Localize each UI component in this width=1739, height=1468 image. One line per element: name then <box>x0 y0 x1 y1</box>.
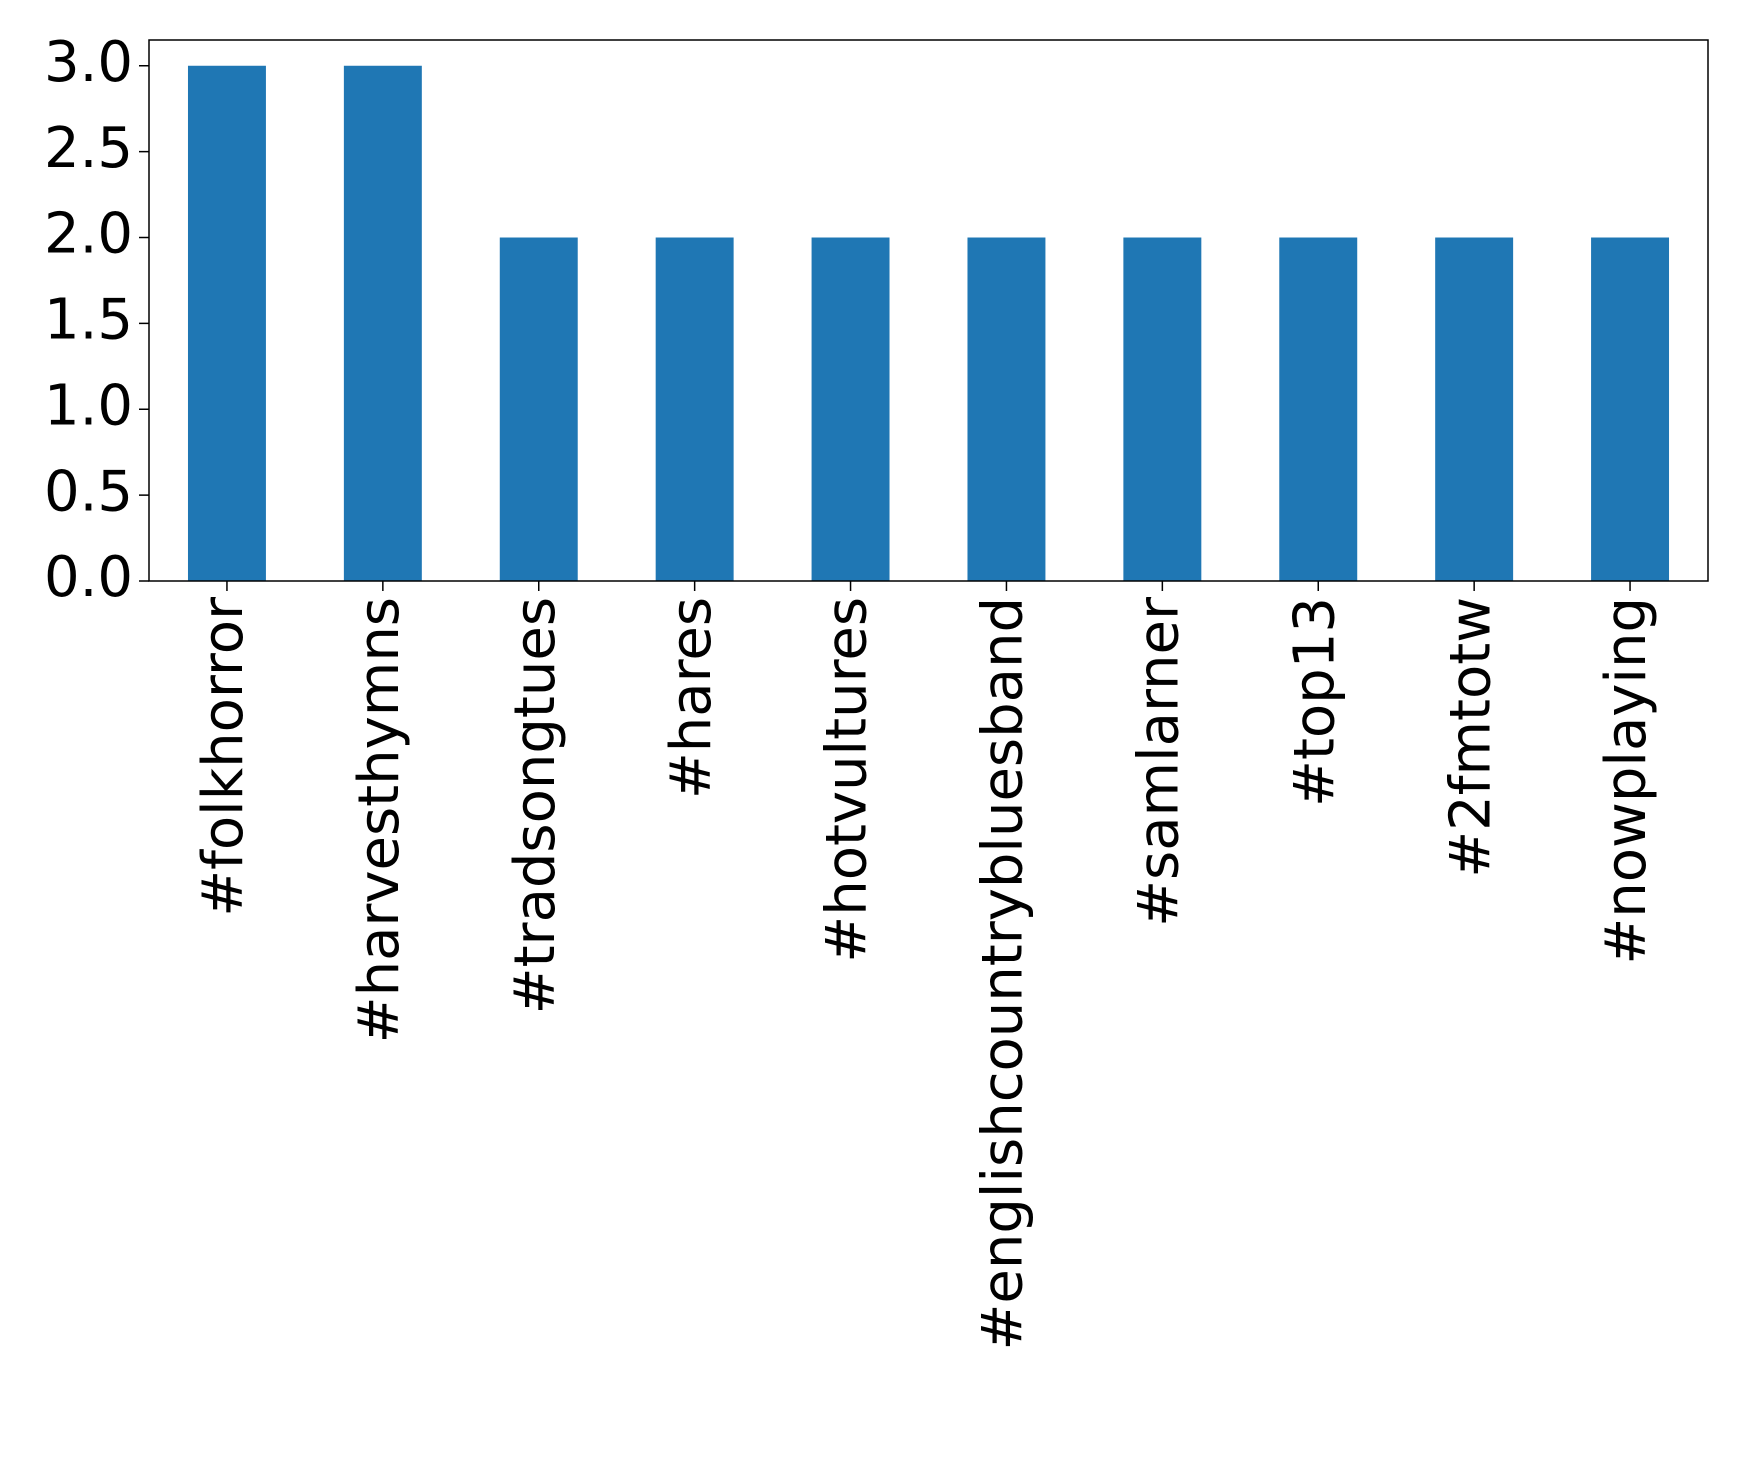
x-tick-label: #harvesthymns <box>347 597 412 1043</box>
y-tick-label: 0.5 <box>44 459 133 524</box>
bar <box>1279 237 1358 581</box>
plot-frame <box>148 39 1709 582</box>
y-tick-label: 0.0 <box>44 545 133 610</box>
x-tick-label: #2fmtotw <box>1438 597 1503 878</box>
bar <box>655 237 734 581</box>
y-tick-label: 3.0 <box>44 30 133 95</box>
x-tick-label: #nowplaying <box>1594 597 1659 965</box>
x-tick-label: #englishcountrybluesband <box>971 597 1036 1350</box>
bar <box>187 65 266 581</box>
y-tick-label: 1.0 <box>44 373 133 438</box>
bar <box>1123 237 1202 581</box>
bar <box>1435 237 1514 581</box>
x-tick-label: #folkhorror <box>191 596 256 917</box>
x-tick-label: #top13 <box>1282 597 1347 807</box>
y-tick-label: 2.0 <box>44 202 133 267</box>
y-tick-label: 1.5 <box>44 288 133 353</box>
x-tick-label: #hotvultures <box>815 597 880 963</box>
x-tick-label: #tradsongtues <box>503 597 568 1014</box>
y-tick-label: 2.5 <box>44 116 133 181</box>
bar <box>1591 237 1670 581</box>
bar <box>967 237 1046 581</box>
bar <box>499 237 578 581</box>
x-tick-label: #samlarner <box>1126 596 1191 927</box>
bar <box>343 65 422 581</box>
bar <box>811 237 890 581</box>
x-tick-label: #hares <box>659 597 724 799</box>
